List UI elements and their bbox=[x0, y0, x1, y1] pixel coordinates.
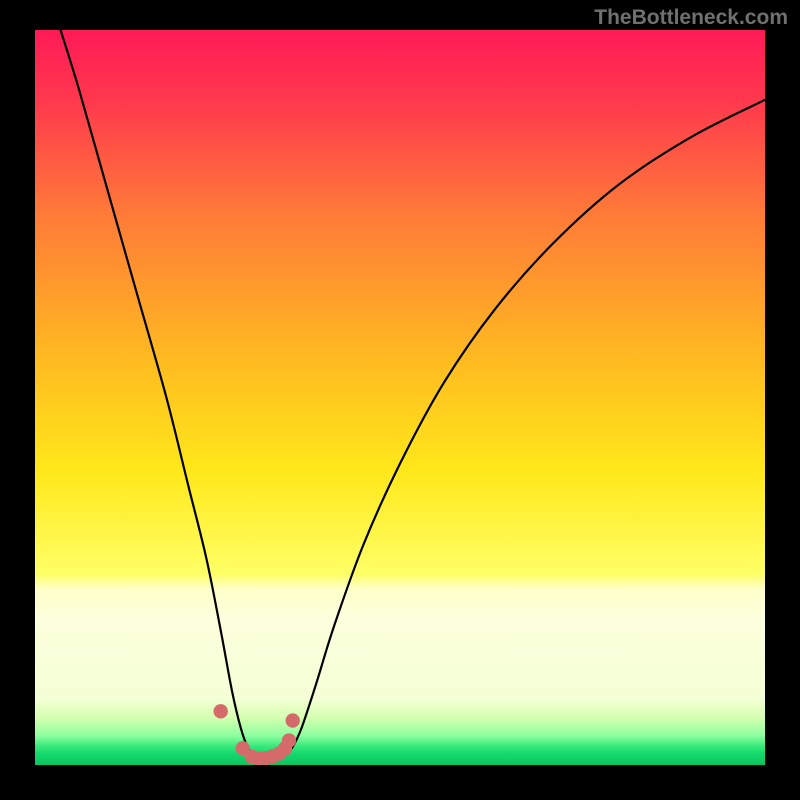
bottom-marker bbox=[285, 713, 299, 727]
bottom-marker bbox=[282, 733, 296, 747]
bottleneck-curve-plot bbox=[35, 30, 765, 765]
bottom-marker bbox=[213, 704, 227, 718]
watermark-text: TheBottleneck.com bbox=[594, 6, 788, 29]
main-curve bbox=[61, 30, 765, 758]
curve-svg bbox=[35, 30, 765, 765]
watermark: TheBottleneck.com bbox=[594, 6, 788, 30]
